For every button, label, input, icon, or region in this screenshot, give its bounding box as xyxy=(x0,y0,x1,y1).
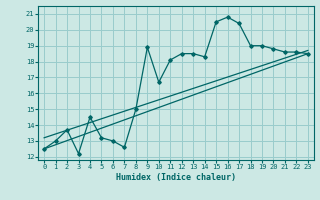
X-axis label: Humidex (Indice chaleur): Humidex (Indice chaleur) xyxy=(116,173,236,182)
